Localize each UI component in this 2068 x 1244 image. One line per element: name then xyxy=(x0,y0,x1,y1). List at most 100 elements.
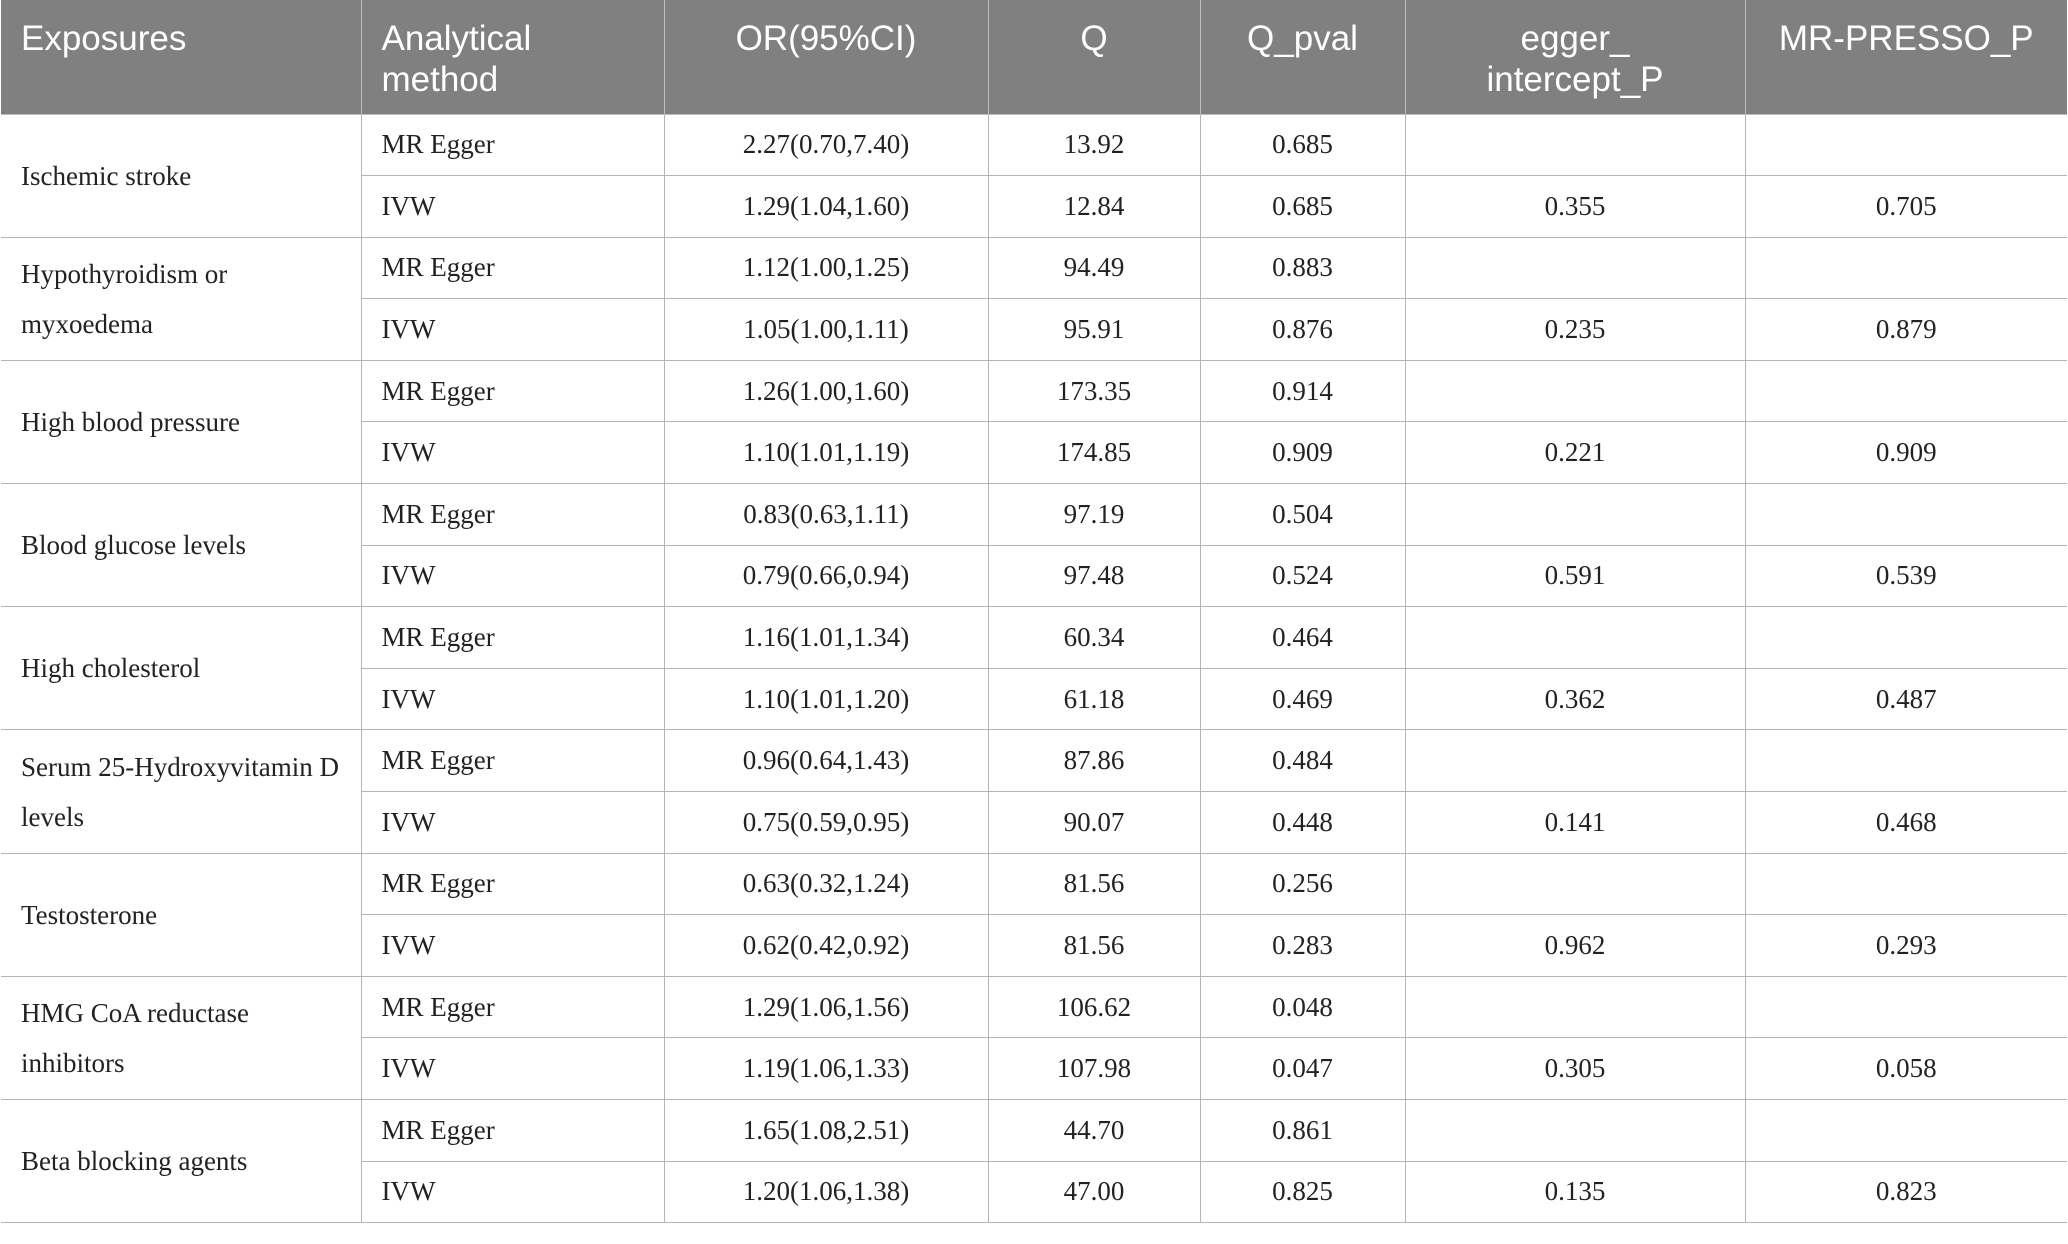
header-egger-intercept-p: egger_ intercept_P xyxy=(1405,0,1746,115)
q-pval-cell: 0.469 xyxy=(1200,668,1406,731)
table-row: High cholesterol MR Egger 1.16(1.01,1.34) 6… xyxy=(1,606,2067,731)
or-ci-cell: 0.83(0.63,1.11) xyxy=(664,483,989,546)
q-cell: 94.49 xyxy=(988,237,1201,300)
q-cell: 107.98 xyxy=(988,1037,1201,1100)
q-cell: 60.34 xyxy=(988,606,1201,669)
egger-intercept-p-cell: 0.135 xyxy=(1405,1161,1746,1224)
header-method-line1: Analytical xyxy=(381,19,532,58)
q-pval-cell: 0.283 xyxy=(1200,914,1406,977)
header-method-line2: method xyxy=(381,60,499,99)
or-ci-cell: 1.29(1.06,1.56) xyxy=(664,976,989,1039)
egger-intercept-p-cell xyxy=(1405,360,1746,423)
egger-intercept-p-cell xyxy=(1405,483,1746,546)
table-row: IVW 1.05(1.00,1.11) 95.91 0.876 0.235 0.879 xyxy=(1,298,2067,361)
or-ci-cell: 1.10(1.01,1.19) xyxy=(664,421,989,485)
or-ci-cell: 1.65(1.08,2.51) xyxy=(664,1099,989,1162)
analytical-method-cell: IVW xyxy=(361,1161,665,1224)
header-row: Exposures Analytical method OR(95%CI) Q … xyxy=(1,0,2067,115)
q-cell: 97.19 xyxy=(988,483,1201,546)
table-row: IVW 1.20(1.06,1.38) 47.00 0.825 0.135 0.823 xyxy=(1,1161,2067,1224)
mr-presso-p-cell: 0.705 xyxy=(1745,175,2067,238)
q-cell: 174.85 xyxy=(988,421,1201,485)
table-row: IVW 1.29(1.04,1.60) 12.84 0.685 0.355 0.705 xyxy=(1,175,2067,238)
mr-presso-p-cell: 0.487 xyxy=(1745,668,2067,731)
egger-intercept-p-cell: 0.355 xyxy=(1405,175,1746,238)
table-header: Exposures Analytical method OR(95%CI) Q … xyxy=(1,0,2067,115)
table-row: Blood glucose levels MR Egger 0.83(0.63,1.… xyxy=(1,483,2067,608)
mr-presso-p-cell: 0.468 xyxy=(1745,791,2067,854)
analytical-method-cell: MR Egger xyxy=(361,237,665,300)
q-cell: 106.62 xyxy=(988,976,1201,1039)
mr-presso-p-cell xyxy=(1745,360,2067,423)
header-analytical-method: Analytical method xyxy=(361,0,665,115)
mr-presso-p-cell: 0.823 xyxy=(1745,1161,2067,1224)
exposure-cell: High blood pressure xyxy=(1,360,362,485)
analytical-method-cell: MR Egger xyxy=(361,606,665,669)
egger-intercept-p-cell: 0.305 xyxy=(1405,1037,1746,1100)
mr-presso-p-cell xyxy=(1745,114,2067,177)
table-row: Serum 25-Hydroxyvitamin D levels MR Egger… xyxy=(1,729,2067,854)
mr-presso-p-cell xyxy=(1745,729,2067,793)
table-row: Beta blocking agents MR Egger 1.65(1.08,2.… xyxy=(1,1099,2067,1224)
header-q-pval-label: Q_pval xyxy=(1247,19,1358,58)
egger-intercept-p-cell xyxy=(1405,237,1746,300)
egger-intercept-p-cell: 0.362 xyxy=(1405,668,1746,731)
q-cell: 13.92 xyxy=(988,114,1201,177)
table-row: Testosterone MR Egger 0.63(0.32,1.24) 81.56… xyxy=(1,853,2067,977)
q-pval-cell: 0.504 xyxy=(1200,483,1406,546)
table-row: IVW 1.10(1.01,1.19) 174.85 0.909 0.221 0.909 xyxy=(1,421,2067,485)
egger-intercept-p-cell: 0.235 xyxy=(1405,298,1746,361)
mr-presso-p-cell: 0.879 xyxy=(1745,298,2067,361)
egger-intercept-p-cell: 0.141 xyxy=(1405,791,1746,854)
table-row: Ischemic stroke MR Egger 2.27(0.70,7.40) 13… xyxy=(1,114,2067,238)
egger-intercept-p-cell xyxy=(1405,606,1746,669)
egger-intercept-p-cell xyxy=(1405,976,1746,1039)
q-pval-cell: 0.825 xyxy=(1200,1161,1406,1224)
or-ci-cell: 0.63(0.32,1.24) xyxy=(664,853,989,916)
exposure-cell: Ischemic stroke xyxy=(1,114,362,238)
q-cell: 95.91 xyxy=(988,298,1201,361)
q-cell: 87.86 xyxy=(988,729,1201,793)
mr-presso-p-cell xyxy=(1745,606,2067,669)
q-pval-cell: 0.256 xyxy=(1200,853,1406,916)
egger-intercept-p-cell xyxy=(1405,1099,1746,1162)
header-q-label: Q xyxy=(1080,19,1108,58)
q-cell: 81.56 xyxy=(988,853,1201,916)
q-pval-cell: 0.685 xyxy=(1200,175,1406,238)
q-cell: 47.00 xyxy=(988,1161,1201,1224)
egger-intercept-p-cell xyxy=(1405,853,1746,916)
analytical-method-cell: MR Egger xyxy=(361,976,665,1039)
q-cell: 173.35 xyxy=(988,360,1201,423)
egger-intercept-p-cell: 0.591 xyxy=(1405,545,1746,608)
table-row: IVW 0.75(0.59,0.95) 90.07 0.448 0.141 0.468 xyxy=(1,791,2067,854)
table-row: Hypothyroidism or myxoedema MR Egger 1.12(… xyxy=(1,237,2067,361)
q-pval-cell: 0.048 xyxy=(1200,976,1406,1039)
or-ci-cell: 1.20(1.06,1.38) xyxy=(664,1161,989,1224)
q-pval-cell: 0.464 xyxy=(1200,606,1406,669)
q-pval-cell: 0.524 xyxy=(1200,545,1406,608)
or-ci-cell: 1.16(1.01,1.34) xyxy=(664,606,989,669)
exposure-cell: Blood glucose levels xyxy=(1,483,362,608)
or-ci-cell: 1.12(1.00,1.25) xyxy=(664,237,989,300)
exposure-cell: Beta blocking agents xyxy=(1,1099,362,1224)
mr-presso-p-cell xyxy=(1745,853,2067,916)
or-ci-cell: 0.79(0.66,0.94) xyxy=(664,545,989,608)
header-exposures-label: Exposures xyxy=(21,19,187,58)
mr-presso-p-cell: 0.293 xyxy=(1745,914,2067,977)
egger-intercept-p-cell: 0.221 xyxy=(1405,421,1746,485)
egger-intercept-p-cell: 0.962 xyxy=(1405,914,1746,977)
or-ci-cell: 1.19(1.06,1.33) xyxy=(664,1037,989,1100)
mr-presso-p-cell xyxy=(1745,237,2067,300)
mr-presso-p-cell: 0.058 xyxy=(1745,1037,2067,1100)
q-cell: 44.70 xyxy=(988,1099,1201,1162)
q-pval-cell: 0.861 xyxy=(1200,1099,1406,1162)
analytical-method-cell: MR Egger xyxy=(361,853,665,916)
analytical-method-cell: IVW xyxy=(361,1037,665,1100)
q-pval-cell: 0.484 xyxy=(1200,729,1406,793)
table-row: IVW 0.79(0.66,0.94) 97.48 0.524 0.591 0.539 xyxy=(1,545,2067,608)
mr-presso-p-cell: 0.909 xyxy=(1745,421,2067,485)
or-ci-cell: 1.29(1.04,1.60) xyxy=(664,175,989,238)
q-pval-cell: 0.914 xyxy=(1200,360,1406,423)
mr-presso-p-cell xyxy=(1745,976,2067,1039)
